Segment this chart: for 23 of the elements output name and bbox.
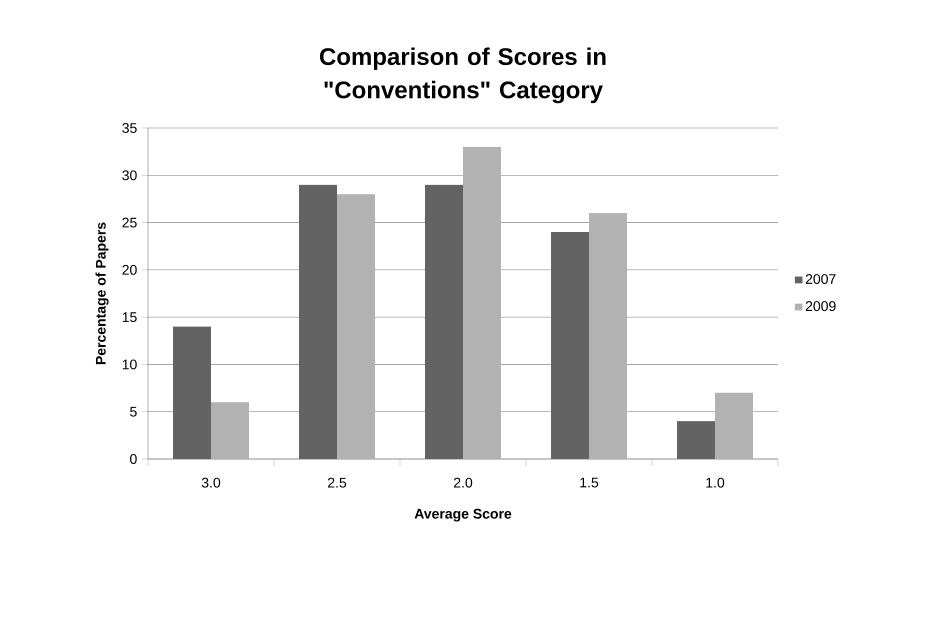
y-tick-label: 15	[122, 312, 137, 322]
y-tick-label: 5	[130, 406, 137, 417]
y-tick-label: 20	[122, 264, 137, 275]
bar	[463, 146, 502, 459]
y-tick-label: 10	[122, 359, 137, 370]
x-tick-label: 1.5	[580, 478, 598, 488]
chart-title: Comparison of Scores in "Conventions" Category	[320, 47, 606, 104]
y-tick-label: 30	[122, 170, 137, 180]
bar	[211, 402, 250, 459]
y-axis-title: Percentage of Papers	[95, 222, 109, 364]
y-tick-label: 0	[130, 454, 137, 464]
x-axis-title: Average Score	[414, 508, 512, 522]
y-tick-label: 25	[122, 218, 137, 228]
legend-label: 2009	[806, 301, 836, 312]
x-tick-label: 1.0	[706, 478, 724, 488]
bar	[337, 194, 376, 459]
x-tick-label: 3.0	[202, 478, 220, 488]
y-tick-label: 35	[122, 123, 137, 133]
bar	[589, 213, 628, 459]
x-tick-label: 2.0	[454, 478, 472, 488]
legend-label: 2007	[806, 274, 836, 284]
bar	[715, 392, 754, 459]
x-tick-label: 2.5	[328, 478, 346, 488]
